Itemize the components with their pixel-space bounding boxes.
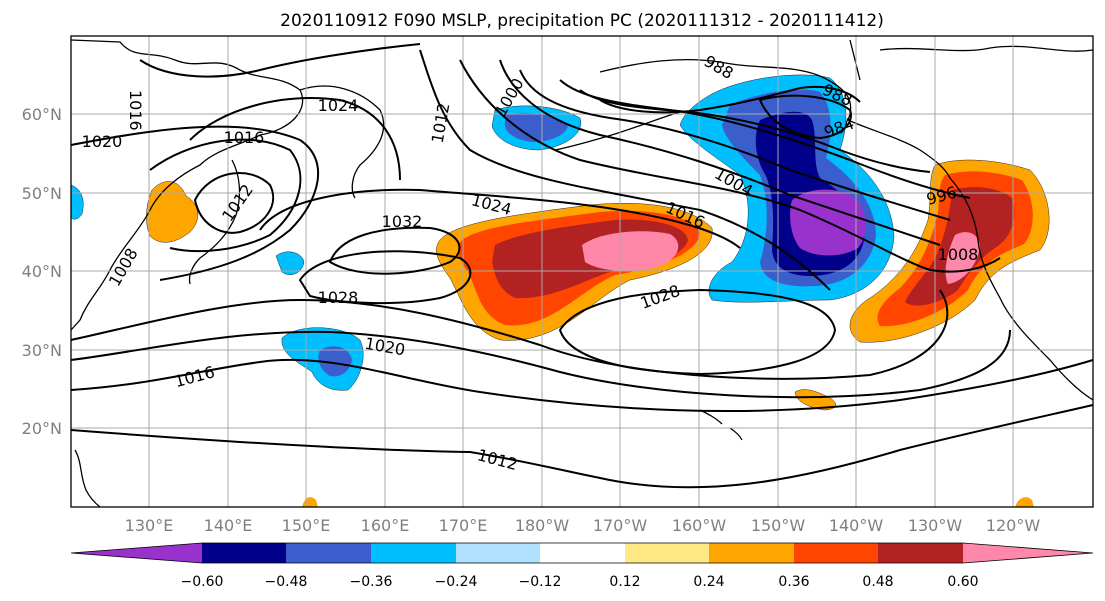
colorbar — [70, 542, 1094, 564]
colorbar-segment — [709, 543, 794, 563]
precip-negative-north-inner — [504, 112, 568, 142]
isobars — [70, 43, 1094, 489]
isobar-1016-japan — [149, 138, 302, 253]
colorbar-segment — [963, 543, 1093, 563]
coastline-canada-north — [849, 39, 1094, 81]
isobar-label: 1008 — [938, 245, 979, 264]
isobar-1012-north — [419, 49, 831, 291]
isobar-label: 1024 — [318, 96, 359, 115]
chart-title: 2020110912 F090 MSLP, precipitation PC (… — [280, 11, 884, 31]
isobar-label: 1016 — [224, 128, 265, 147]
colorbar-tick: 0.60 — [947, 574, 978, 590]
coastline-asia — [70, 39, 304, 331]
colorbar-segment — [878, 543, 963, 563]
lon-tick: 170°E — [439, 516, 488, 535]
colorbar-segment — [456, 543, 540, 563]
isobar-1020-south — [70, 329, 1011, 399]
isobar-1016-north — [139, 43, 421, 78]
precip-positive-bottom2 — [1015, 497, 1034, 507]
lat-axis: 20°N 30°N 40°N 50°N 60°N — [22, 105, 62, 438]
coastline-alaska — [599, 58, 951, 179]
lon-tick: 150°E — [282, 516, 331, 535]
colorbar-segment — [286, 543, 371, 563]
precip-negative-small — [275, 251, 305, 275]
isobar-1024-north — [189, 97, 401, 181]
lon-tick: 170°W — [593, 516, 648, 535]
isobar-1020-japan — [70, 125, 319, 281]
colorbar-tick: 0.12 — [609, 574, 640, 590]
coastline-kamchatka — [299, 85, 385, 199]
colorbar-segment — [540, 543, 625, 563]
isobar-label: 1016 — [126, 90, 145, 131]
isobar-1004 — [499, 59, 941, 246]
isobar-label: 1028 — [318, 288, 359, 307]
lon-tick: 140°E — [204, 516, 253, 535]
colorbar-tick: −0.60 — [181, 574, 224, 590]
isobar-1024-south — [70, 289, 949, 380]
colorbar-ticks: −0.60 −0.48 −0.36 −0.24 −0.12 0.12 0.24 … — [181, 574, 979, 590]
isobar-1024-mid — [259, 188, 741, 249]
lon-tick: 150°W — [751, 516, 806, 535]
precip-negative-subtropical-inner — [318, 346, 352, 377]
lat-tick: 20°N — [22, 419, 62, 438]
coastline-aleutians — [554, 111, 681, 151]
lat-tick: 30°N — [22, 341, 62, 360]
colorbar-segment — [71, 543, 202, 563]
colorbar-segment — [794, 543, 878, 563]
colorbar-outline — [70, 542, 1094, 564]
isobar-1028-high — [558, 288, 837, 376]
lon-tick: 140°W — [829, 516, 884, 535]
isobar-1008 — [459, 59, 1001, 273]
coastline-north-america — [949, 177, 1094, 401]
colorbar-tick: 0.24 — [693, 574, 724, 590]
isobar-1000 — [519, 69, 951, 221]
lon-tick: 160°E — [361, 516, 410, 535]
lon-tick: 180°W — [515, 516, 570, 535]
colorbar-tick: 0.48 — [862, 574, 893, 590]
map-border — [70, 35, 1094, 508]
precipitation-shading — [70, 74, 1050, 507]
colorbar-segment — [371, 543, 456, 563]
lat-tick: 50°N — [22, 184, 62, 203]
colorbar-tick: 0.36 — [778, 574, 809, 590]
isobar-1012-japan — [193, 172, 275, 234]
isobar-1012-south — [70, 404, 1094, 489]
isobar-984 — [758, 94, 852, 140]
lon-tick: 130°W — [908, 516, 963, 535]
isobar-1016-south — [70, 358, 1094, 413]
isobar-992 — [579, 89, 931, 173]
isobar-996 — [559, 79, 971, 199]
lon-tick: 130°E — [125, 516, 174, 535]
lon-axis: 130°E 140°E 150°E 160°E 170°E 180°W 170°… — [125, 516, 1041, 535]
lat-tick: 40°N — [22, 262, 62, 281]
isobar-1032 — [328, 226, 461, 275]
colorbar-tick: −0.48 — [265, 574, 308, 590]
precip-positive-central-core — [582, 231, 679, 271]
colorbar-tick: −0.12 — [519, 574, 562, 590]
colorbar-tick: −0.24 — [435, 574, 478, 590]
isobar-1028-west — [298, 250, 472, 305]
map-panel: 1016 1024 1020 1016 1012 1008 1032 1028 … — [70, 35, 1094, 508]
isobar-988 — [599, 86, 861, 114]
isobar-label: 1032 — [382, 212, 423, 231]
colorbar-segment — [625, 543, 709, 563]
isobar-label: 1020 — [82, 132, 123, 151]
colorbar-tick: −0.36 — [350, 574, 393, 590]
lon-tick: 160°W — [672, 516, 727, 535]
precip-positive-west-edge — [70, 184, 84, 220]
lon-tick: 120°W — [986, 516, 1041, 535]
coastline-philippines — [74, 449, 101, 508]
colorbar-segment — [202, 543, 286, 563]
lat-tick: 60°N — [22, 105, 62, 124]
